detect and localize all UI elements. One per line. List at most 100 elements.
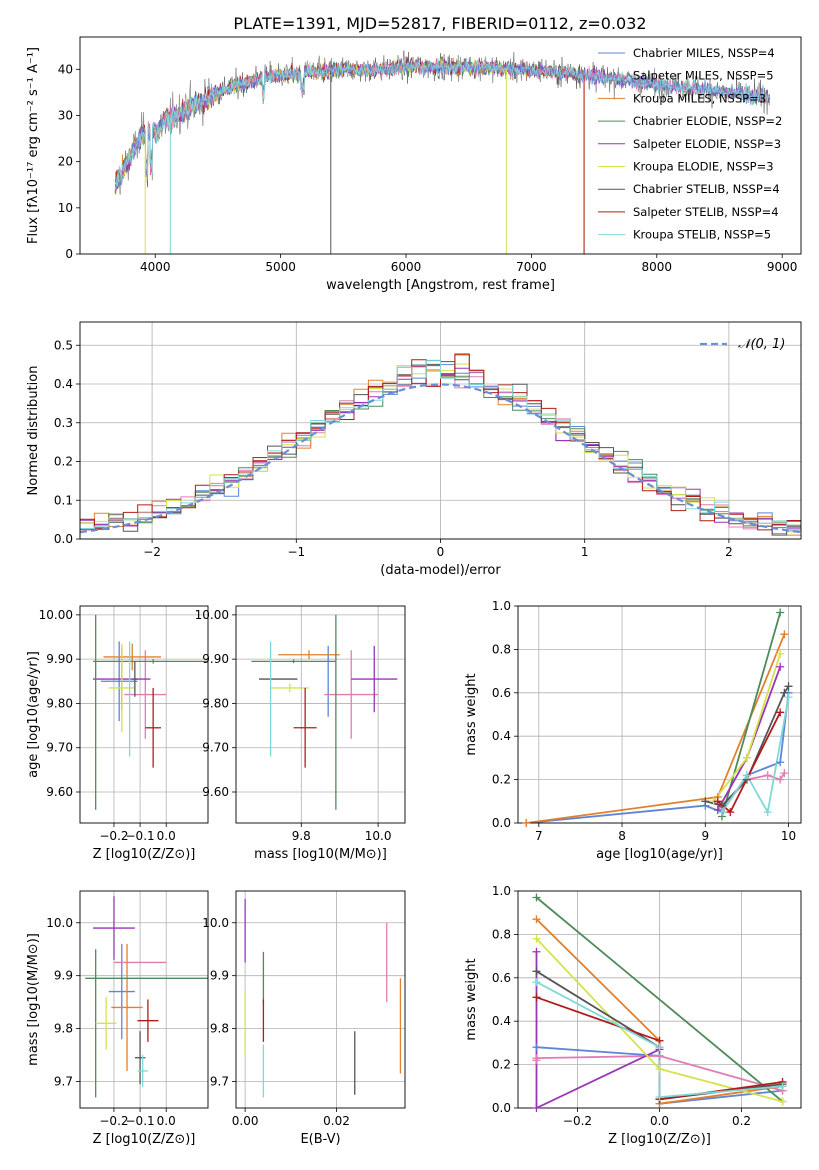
axes-frame <box>79 605 209 824</box>
marker-plus <box>784 682 793 691</box>
x-tick-label: 9 <box>701 829 709 843</box>
marker-plus <box>780 630 789 639</box>
grid-lines <box>236 891 405 1108</box>
y-tick-label: 9.60 <box>202 785 229 799</box>
legend-label: Kroupa MILES, NSSP=3 <box>633 91 766 105</box>
marker-plus <box>742 771 751 780</box>
y-tick-label: 9.80 <box>46 696 73 710</box>
line-chabrier-stelib <box>705 685 790 807</box>
y-tick-label: 1.0 <box>492 884 511 898</box>
y-tick-label: 10.0 <box>202 916 229 930</box>
x-tick-label: 7 <box>535 829 543 843</box>
marker-plus <box>742 753 751 762</box>
axes-frame <box>79 321 802 540</box>
y-tick-label: 0.0 <box>492 816 511 830</box>
y-tick-label: 0.2 <box>492 1058 511 1072</box>
y-tick-label: 9.9 <box>54 969 73 983</box>
marker-plus <box>655 1064 664 1073</box>
y-axis-label: mass [log10(M/M⊙)] <box>26 933 41 1066</box>
line-chabrier-elodie <box>535 896 784 1103</box>
x-tick-label: 9.8 <box>292 829 311 843</box>
marker-plus <box>780 688 789 697</box>
y-tick-label: 0.1 <box>54 493 73 507</box>
legend-label: Chabrier STELIB, NSSP=4 <box>633 182 780 196</box>
y-axis-label: mass weight <box>464 958 479 1040</box>
x-tick-label: −0.2 <box>99 829 128 843</box>
x-axis-label: mass [log10(M/M⊙)] <box>254 847 387 862</box>
x-tick-label: 4000 <box>140 260 171 274</box>
x-tick-label: −0.1 <box>126 1114 155 1128</box>
x-axis-label: Z [log10(Z/Z⊙)] <box>608 1132 711 1147</box>
plot-area <box>85 896 208 1098</box>
y-axis-label: Flux [fλ10⁻¹⁷ erg cm⁻² s⁻¹ A⁻¹] <box>26 47 41 244</box>
plot-area <box>526 612 790 823</box>
y-tick-label: 0.4 <box>492 729 511 743</box>
marker-plus <box>655 1093 664 1102</box>
marker-plus <box>522 819 531 827</box>
marker-plus <box>778 1082 787 1091</box>
marker-plus <box>776 758 785 767</box>
marker-plus <box>776 608 785 617</box>
plot-area <box>114 50 771 254</box>
x-tick-label: 0.02 <box>323 1114 350 1128</box>
legend: Chabrier MILES, NSSP=4 Salpeter MILES, NS… <box>598 46 782 242</box>
marker-plus <box>532 993 541 1002</box>
figure-title: PLATE=1391, MJD=52817, FIBERID=0112, z=0… <box>233 14 646 33</box>
line-salpeter-elodie <box>717 666 782 811</box>
axes-frame <box>517 890 802 1109</box>
y-axis-label: age [log10(age/yr)] <box>26 651 41 778</box>
spectrum-kroupa-stelib <box>114 57 770 190</box>
marker-plus <box>532 893 541 902</box>
y-tick-label: 0.6 <box>492 686 511 700</box>
line-chabrier-elodie <box>721 612 782 817</box>
y-tick-label: 40 <box>58 62 73 76</box>
legend-label: Kroupa STELIB, NSSP=5 <box>633 228 771 242</box>
x-tick-label: 7000 <box>516 260 547 274</box>
y-tick-label: 0.0 <box>492 1101 511 1115</box>
marker-plus <box>713 805 722 814</box>
axes-frame <box>517 605 802 824</box>
y-tick-label: 9.60 <box>46 785 73 799</box>
y-tick-label: 10.00 <box>195 608 229 622</box>
y-tick-label: 0.2 <box>54 455 73 469</box>
y-tick-label: 10 <box>58 201 73 215</box>
x-tick-label: 8000 <box>642 260 673 274</box>
x-tick-label: 0.00 <box>232 1114 259 1128</box>
x-axis-label: Z [log10(Z/Z⊙)] <box>93 1132 196 1147</box>
x-axis-label: Z [log10(Z/Z⊙)] <box>93 847 196 862</box>
legend-label: Salpeter STELIB, NSSP=4 <box>633 205 779 219</box>
grid-lines <box>518 605 801 824</box>
y-axis-label: Normed distribution <box>26 366 41 496</box>
normal-curve <box>80 383 801 534</box>
x-tick-label: 0.0 <box>157 1114 176 1128</box>
marker-plus <box>655 1043 664 1052</box>
x-tick-label: 5000 <box>265 260 296 274</box>
y-tick-label: 10.0 <box>46 916 73 930</box>
y-tick-label: 0.8 <box>492 642 511 656</box>
y-tick-label: 0.2 <box>492 773 511 787</box>
line-kroupa-miles <box>526 633 786 823</box>
legend-label: Salpeter ELODIE, NSSP=3 <box>633 137 781 151</box>
x-axis-label: wavelength [Angstrom, rest frame] <box>326 278 555 293</box>
y-tick-label: 9.7 <box>54 1075 73 1089</box>
grid-lines <box>80 891 208 1108</box>
axes-residuals: −2 −1 0 1 2 0.0 0.1 0.2 0.3 0.4 0.5 (data-model)/er… <box>26 321 802 578</box>
y-tick-label: 9.7 <box>210 1075 229 1089</box>
marker-plus <box>726 808 735 817</box>
x-tick-label: 1 <box>581 545 589 559</box>
y-tick-label: 0.4 <box>492 1014 511 1028</box>
y-tick-label: 9.70 <box>46 741 73 755</box>
x-tick-label: 10 <box>781 829 796 843</box>
marker-plus <box>532 967 541 976</box>
legend-label: Kroupa ELODIE, NSSP=3 <box>633 160 774 174</box>
x-tick-label: 8 <box>618 829 626 843</box>
plot-area <box>251 614 398 810</box>
plot-area <box>244 898 402 1098</box>
axes-frame <box>79 890 209 1109</box>
marker-plus <box>778 1097 787 1106</box>
legend-label: 𝒩(0, 1) <box>738 337 785 352</box>
x-tick-label: 0.0 <box>650 1114 669 1128</box>
marker-plus <box>776 708 785 717</box>
x-tick-label: −0.1 <box>126 829 155 843</box>
axes-spectrum: 4000 5000 6000 7000 8000 9000 0 10 20 30 40 wavelen… <box>26 36 802 293</box>
